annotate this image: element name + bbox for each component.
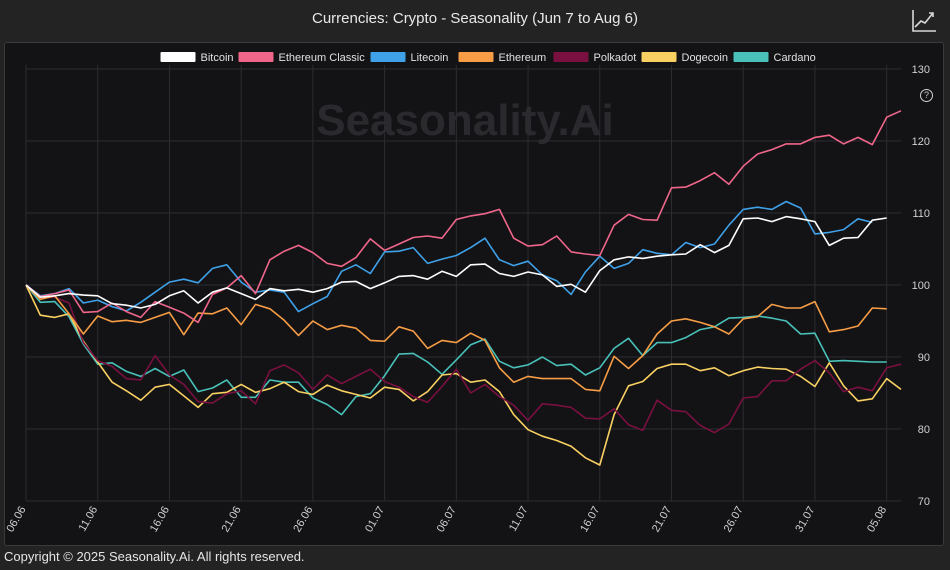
page-title: Currencies: Crypto - Seasonality (Jun 7 … (312, 10, 638, 27)
series-line-cardano (25, 284, 887, 416)
legend-item-dogecoin[interactable]: Dogecoin (641, 52, 728, 64)
legend-swatch (160, 52, 196, 62)
chart-legend[interactable]: Bitcoin Ethereum Classic Litecoin Ethereum P… (160, 52, 816, 64)
x-tick-label: 05.08 (865, 505, 889, 535)
legend-item-litecoin[interactable]: Litecoin (370, 52, 449, 64)
legend-item-cardano[interactable]: Cardano (733, 52, 816, 64)
legend-label: Ethereum (499, 52, 547, 64)
x-tick-label: 11.06 (77, 505, 101, 534)
y-tick-label: 110 (912, 208, 930, 220)
y-tick-label: 130 (912, 64, 930, 76)
series-line-bitcoin (25, 215, 887, 309)
legend-swatch (641, 52, 677, 62)
legend-label: Dogecoin (682, 52, 728, 64)
series-line-ethereum-classic (25, 110, 902, 324)
legend-swatch (553, 52, 589, 62)
legend-label: Cardano (774, 52, 816, 64)
legend-swatch (238, 52, 274, 62)
x-tick-label: 31.07 (793, 505, 817, 535)
x-tick-label: 06.06 (5, 505, 29, 535)
x-tick-label: 21.06 (220, 505, 244, 535)
x-tick-label: 11.07 (507, 505, 531, 534)
series-lines (25, 110, 902, 466)
y-tick-label: 90 (918, 352, 930, 364)
x-tick-label: 26.06 (291, 505, 315, 535)
copyright-footer: Copyright © 2025 Seasonality.Ai. All rig… (4, 549, 305, 564)
x-tick-label: 21.07 (650, 505, 674, 535)
x-tick-label: 16.07 (578, 505, 602, 535)
legend-item-bitcoin[interactable]: Bitcoin (160, 52, 234, 64)
x-tick-label: 01.07 (363, 505, 387, 535)
legend-swatch (458, 52, 494, 62)
legend-label: Polkadot (594, 52, 637, 64)
x-tick-label: 16.06 (148, 505, 172, 535)
legend-item-polkadot[interactable]: Polkadot (553, 52, 637, 64)
y-tick-label: 80 (918, 424, 930, 436)
series-line-ethereum (25, 284, 887, 392)
series-line-litecoin (25, 200, 873, 313)
legend-swatch (733, 52, 769, 62)
legend-swatch (370, 52, 406, 62)
y-axis: 70 80 90 100 110 120 130 (912, 64, 930, 508)
legend-item-ethereum[interactable]: Ethereum (458, 52, 547, 64)
help-icon[interactable]: ? (920, 89, 933, 102)
legend-label: Ethereum Classic (279, 52, 366, 64)
y-tick-label: 70 (918, 496, 930, 508)
series-line-polkadot (25, 284, 902, 434)
x-tick-label: 26.07 (722, 505, 746, 535)
x-tick-label: 06.07 (435, 505, 459, 535)
line-chart-icon[interactable] (910, 8, 938, 34)
x-axis: 06.06 11.06 16.06 21.06 26.06 01.07 06.07 11.07… (5, 505, 889, 535)
legend-label: Bitcoin (201, 52, 234, 64)
seasonality-line-chart: Seasonality.Ai Bitcoin Ethereum Classic Li… (5, 52, 930, 535)
legend-item-ethereum-classic[interactable]: Ethereum Classic (238, 52, 366, 64)
chart-frame: Seasonality.Ai Bitcoin Ethereum Classic Li… (4, 42, 944, 546)
y-tick-label: 100 (912, 280, 930, 292)
y-tick-label: 120 (912, 136, 930, 148)
series-line-dogecoin (25, 284, 902, 466)
watermark-text: Seasonality.Ai (316, 96, 614, 145)
legend-label: Litecoin (411, 52, 449, 64)
